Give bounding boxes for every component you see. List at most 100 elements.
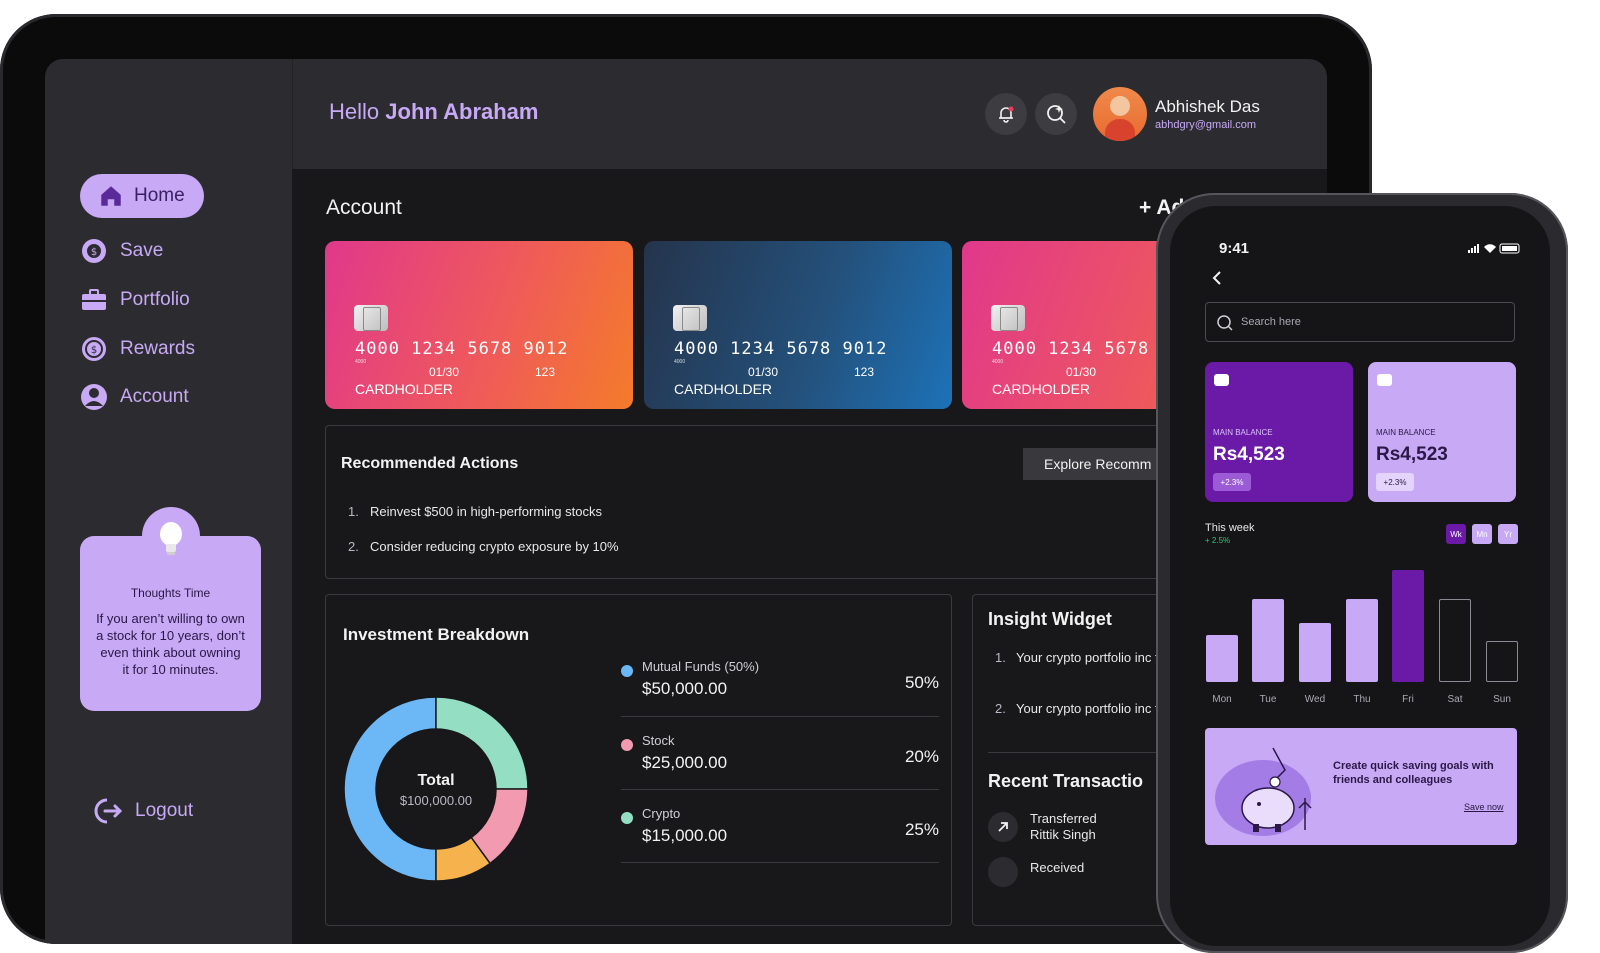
sidebar-item-portfolio[interactable]: Portfolio [80, 286, 190, 314]
phone-screen: 9:41 Search here MAIN BALANCE Rs4,523 +2… [1170, 206, 1550, 946]
card-holder: CARDHOLDER [992, 381, 1091, 397]
legend-percent: 50% [904, 673, 939, 692]
chart-bar[interactable] [1486, 641, 1518, 682]
phone-device: 9:41 Search here MAIN BALANCE Rs4,523 +2… [1156, 193, 1568, 953]
credit-card-blue[interactable]: 4000 1234 5678 9012 4000 01/30 123 CARDH… [644, 241, 952, 409]
transaction-label: Transferred [1030, 811, 1097, 826]
card-small-number: 4000 [674, 359, 686, 365]
search-input[interactable]: Search here [1205, 302, 1515, 342]
greeting: Hello John Abraham [329, 99, 538, 125]
wallet-icon [1377, 374, 1392, 386]
dashboard-screen: Home $ Save Portfolio $ Rewards Account … [45, 59, 1327, 944]
chart-day-label: Tue [1259, 694, 1277, 705]
balance-card-light[interactable]: MAIN BALANCE Rs4,523 +2.3% [1368, 362, 1516, 502]
chart-bar[interactable] [1346, 599, 1378, 682]
tab-year[interactable]: Yr [1498, 524, 1518, 544]
transfer-icon-bg [988, 812, 1018, 842]
chart-day-label: Mon [1212, 694, 1232, 705]
wallet-icon [1214, 374, 1229, 386]
balance-change-badge: +2.3% [1213, 473, 1251, 491]
card-number: 4000 1234 5678 [992, 339, 1150, 359]
donut-chart: Total $100,000.00 [343, 696, 529, 882]
donut-slice [343, 696, 437, 882]
piggy-bank-icon [1215, 747, 1312, 836]
chart-day-label: Thu [1353, 694, 1371, 705]
back-icon[interactable] [1210, 270, 1224, 286]
divider [621, 789, 939, 790]
credit-card-pink[interactable]: 4000 1234 5678 9012 4000 01/30 123 CARDH… [325, 241, 633, 409]
search-icon [1217, 315, 1233, 331]
arrow-up-right-icon [998, 822, 1008, 832]
divider [621, 862, 939, 863]
legend-dot [621, 665, 633, 677]
chart-bar[interactable] [1439, 599, 1471, 682]
chart-bar[interactable] [1206, 635, 1238, 682]
balance-value: Rs4,523 [1213, 444, 1285, 465]
user-name: Abhishek Das [1155, 97, 1260, 116]
chart-day-label: Sat [1447, 694, 1463, 705]
list-text: Reinvest $500 in high-performing stocks [370, 504, 602, 519]
list-number: 1. [348, 504, 359, 519]
chart-bar[interactable] [1392, 570, 1424, 682]
notifications-button[interactable] [985, 93, 1027, 135]
sidebar-item-rewards[interactable]: $ Rewards [80, 335, 195, 363]
balance-label: MAIN BALANCE [1376, 428, 1436, 437]
sidebar-item-label: Account [120, 386, 189, 407]
logout-icon [94, 798, 123, 824]
chart-bar[interactable] [1299, 623, 1331, 682]
status-icons [1468, 243, 1520, 254]
week-title: This week [1205, 522, 1255, 534]
tablet-device: Home $ Save Portfolio $ Rewards Account … [0, 14, 1372, 944]
thought-body: If you aren’t willing to own a stock for… [96, 611, 245, 677]
chip-icon [354, 305, 388, 331]
chip-icon [991, 305, 1025, 331]
tab-week[interactable]: Wk [1446, 524, 1466, 544]
search-button[interactable] [1035, 93, 1077, 135]
balance-change-badge: +2.3% [1376, 473, 1414, 491]
chart-bar[interactable] [1252, 599, 1284, 682]
avatar[interactable] [1093, 87, 1147, 141]
card-holder: CARDHOLDER [355, 381, 454, 397]
list-text: Consider reducing crypto exposure by 10% [370, 539, 619, 554]
transaction-label: Received [1030, 860, 1085, 875]
sidebar-item-label: Save [120, 240, 164, 261]
search-placeholder: Search here [1241, 316, 1301, 328]
list-item: 2. Consider reducing crypto exposure by 1… [348, 539, 619, 554]
top-bar: Hello John Abraham Abhishek Das abhdgry@… [292, 59, 1327, 169]
save-now-link[interactable]: Save now [1464, 802, 1504, 812]
card-expiry: 01/30 [748, 365, 779, 379]
sidebar-item-label: Rewards [120, 338, 195, 359]
legend-dot [621, 739, 633, 751]
list-number: 1. [995, 650, 1006, 665]
week-change: + 2.5% [1205, 536, 1231, 545]
sidebar-item-label: Portfolio [120, 289, 190, 310]
legend-percent: 20% [904, 747, 939, 766]
legend-dot [621, 812, 633, 824]
chip-icon [673, 305, 707, 331]
received-icon-bg [988, 857, 1018, 887]
bell-icon [999, 106, 1014, 123]
tab-month[interactable]: Mn [1472, 524, 1492, 544]
recommended-actions-panel: Recommended Actions Explore Recomm 1. Rei… [325, 425, 1187, 579]
user-email: abhdgry@gmail.com [1155, 119, 1257, 131]
legend-name: Stock [642, 733, 675, 748]
status-time: 9:41 [1219, 240, 1250, 257]
card-small-number: 4000 [992, 359, 1004, 365]
list-number: 2. [995, 701, 1006, 716]
logout-button[interactable]: Logout [93, 796, 193, 826]
legend-name: Mutual Funds (50%) [642, 659, 760, 674]
thought-title: Thoughts Time [130, 586, 211, 600]
list-number: 2. [348, 539, 359, 554]
svg-text:$: $ [91, 247, 97, 258]
balance-card-dark[interactable]: MAIN BALANCE Rs4,523 +2.3% [1205, 362, 1353, 502]
sidebar-item-home[interactable]: Home [80, 174, 204, 218]
sidebar-item-account[interactable]: Account [80, 383, 189, 411]
user-icon [81, 384, 107, 410]
saving-goals-banner[interactable]: Create quick saving goals with friends a… [1205, 728, 1517, 845]
chart-day-label: Fri [1402, 694, 1414, 705]
sidebar-item-save[interactable]: $ Save [80, 237, 163, 265]
greeting-prefix: Hello [329, 99, 380, 124]
coin-icon: $ [82, 239, 106, 263]
search-sparkle-icon [1047, 105, 1066, 124]
donut-hole [377, 730, 495, 848]
